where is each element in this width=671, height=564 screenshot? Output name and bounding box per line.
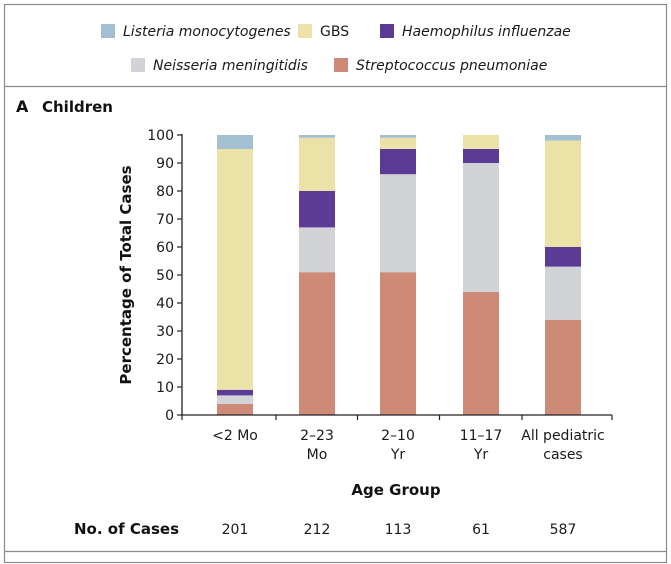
bar-haemophilus-2 [380,149,416,175]
y-tick-label: 80 [156,184,174,200]
y-tick-label: 40 [156,296,174,312]
bar-gbs-4 [545,140,581,247]
bar-neisseria-4 [545,266,581,320]
legend-label-listeria: Listeria monocytogenes [123,24,291,40]
y-tick-label: 60 [156,240,174,256]
x-tick-label: 2–23 [300,428,334,444]
legend-label-haemophilus: Haemophilus influenzae [402,24,571,40]
x-tick-label: <2 Mo [212,428,258,444]
cases-row: 201 212 113 61 587 [222,522,577,538]
x-axis-title: Age Group [351,481,440,499]
cases-row-label: No. of Cases [74,520,179,538]
case-count: 113 [385,522,412,538]
legend-swatch-neisseria [131,58,145,72]
y-tick-label: 0 [165,408,174,424]
bar-neisseria-1 [299,227,335,273]
bar-strep-4 [545,319,581,415]
bar-gbs-3 [463,135,499,149]
bar-gbs-0 [217,149,253,390]
plot-area: 0 10 20 30 40 50 60 70 80 90 100 <2 Mo 2–23 Mo 2–10 Yr 1… [147,128,613,463]
bar-strep-0 [217,403,253,415]
bar-neisseria-2 [380,174,416,273]
legend-swatch-strep [334,58,348,72]
panel-title: Children [42,98,113,116]
bar-listeria-0 [217,135,253,149]
legend-label-gbs: GBS [320,24,349,40]
bar-listeria-2 [380,135,416,138]
case-count: 61 [472,522,490,538]
bar-listeria-4 [545,135,581,141]
bar-listeria-1 [299,135,335,138]
x-tick-label: cases [543,447,582,463]
y-tick-label: 10 [156,380,174,396]
bar-strep-2 [380,272,416,415]
x-tick-label: All pediatric [521,428,605,444]
legend: Listeria monocytogenes GBS Haemophilus inf… [101,24,571,74]
x-tick-label: Mo [307,447,328,463]
bar-neisseria-0 [217,395,253,404]
y-tick-label: 50 [156,268,174,284]
bar-haemophilus-0 [217,389,253,396]
y-tick-label: 90 [156,156,174,172]
case-count: 587 [550,522,577,538]
x-tick-label: 2–10 [381,428,415,444]
bar-haemophilus-3 [463,149,499,163]
bar-gbs-2 [380,137,416,149]
case-count: 212 [304,522,331,538]
legend-swatch-listeria [101,24,115,38]
legend-label-strep: Streptococcus pneumoniae [356,58,547,74]
legend-swatch-haemophilus [380,24,394,38]
legend-label-neisseria: Neisseria meningitidis [153,58,308,74]
bar-haemophilus-1 [299,191,335,228]
legend-swatch-gbs [298,24,312,38]
y-tick-label: 100 [147,128,174,144]
x-tick-label: 11–17 [460,428,503,444]
case-count: 201 [222,522,249,538]
y-axis-title: Percentage of Total Cases [117,165,135,384]
y-tick-label: 20 [156,352,174,368]
panel-letter: A [16,97,29,116]
y-tick-label: 70 [156,212,174,228]
bar-gbs-1 [299,137,335,191]
bar-haemophilus-4 [545,247,581,267]
bar-neisseria-3 [463,163,499,292]
bar-strep-1 [299,272,335,415]
x-tick-label: Yr [390,447,406,463]
bar-strep-3 [463,291,499,415]
x-tick-label: Yr [473,447,489,463]
y-tick-label: 30 [156,324,174,340]
